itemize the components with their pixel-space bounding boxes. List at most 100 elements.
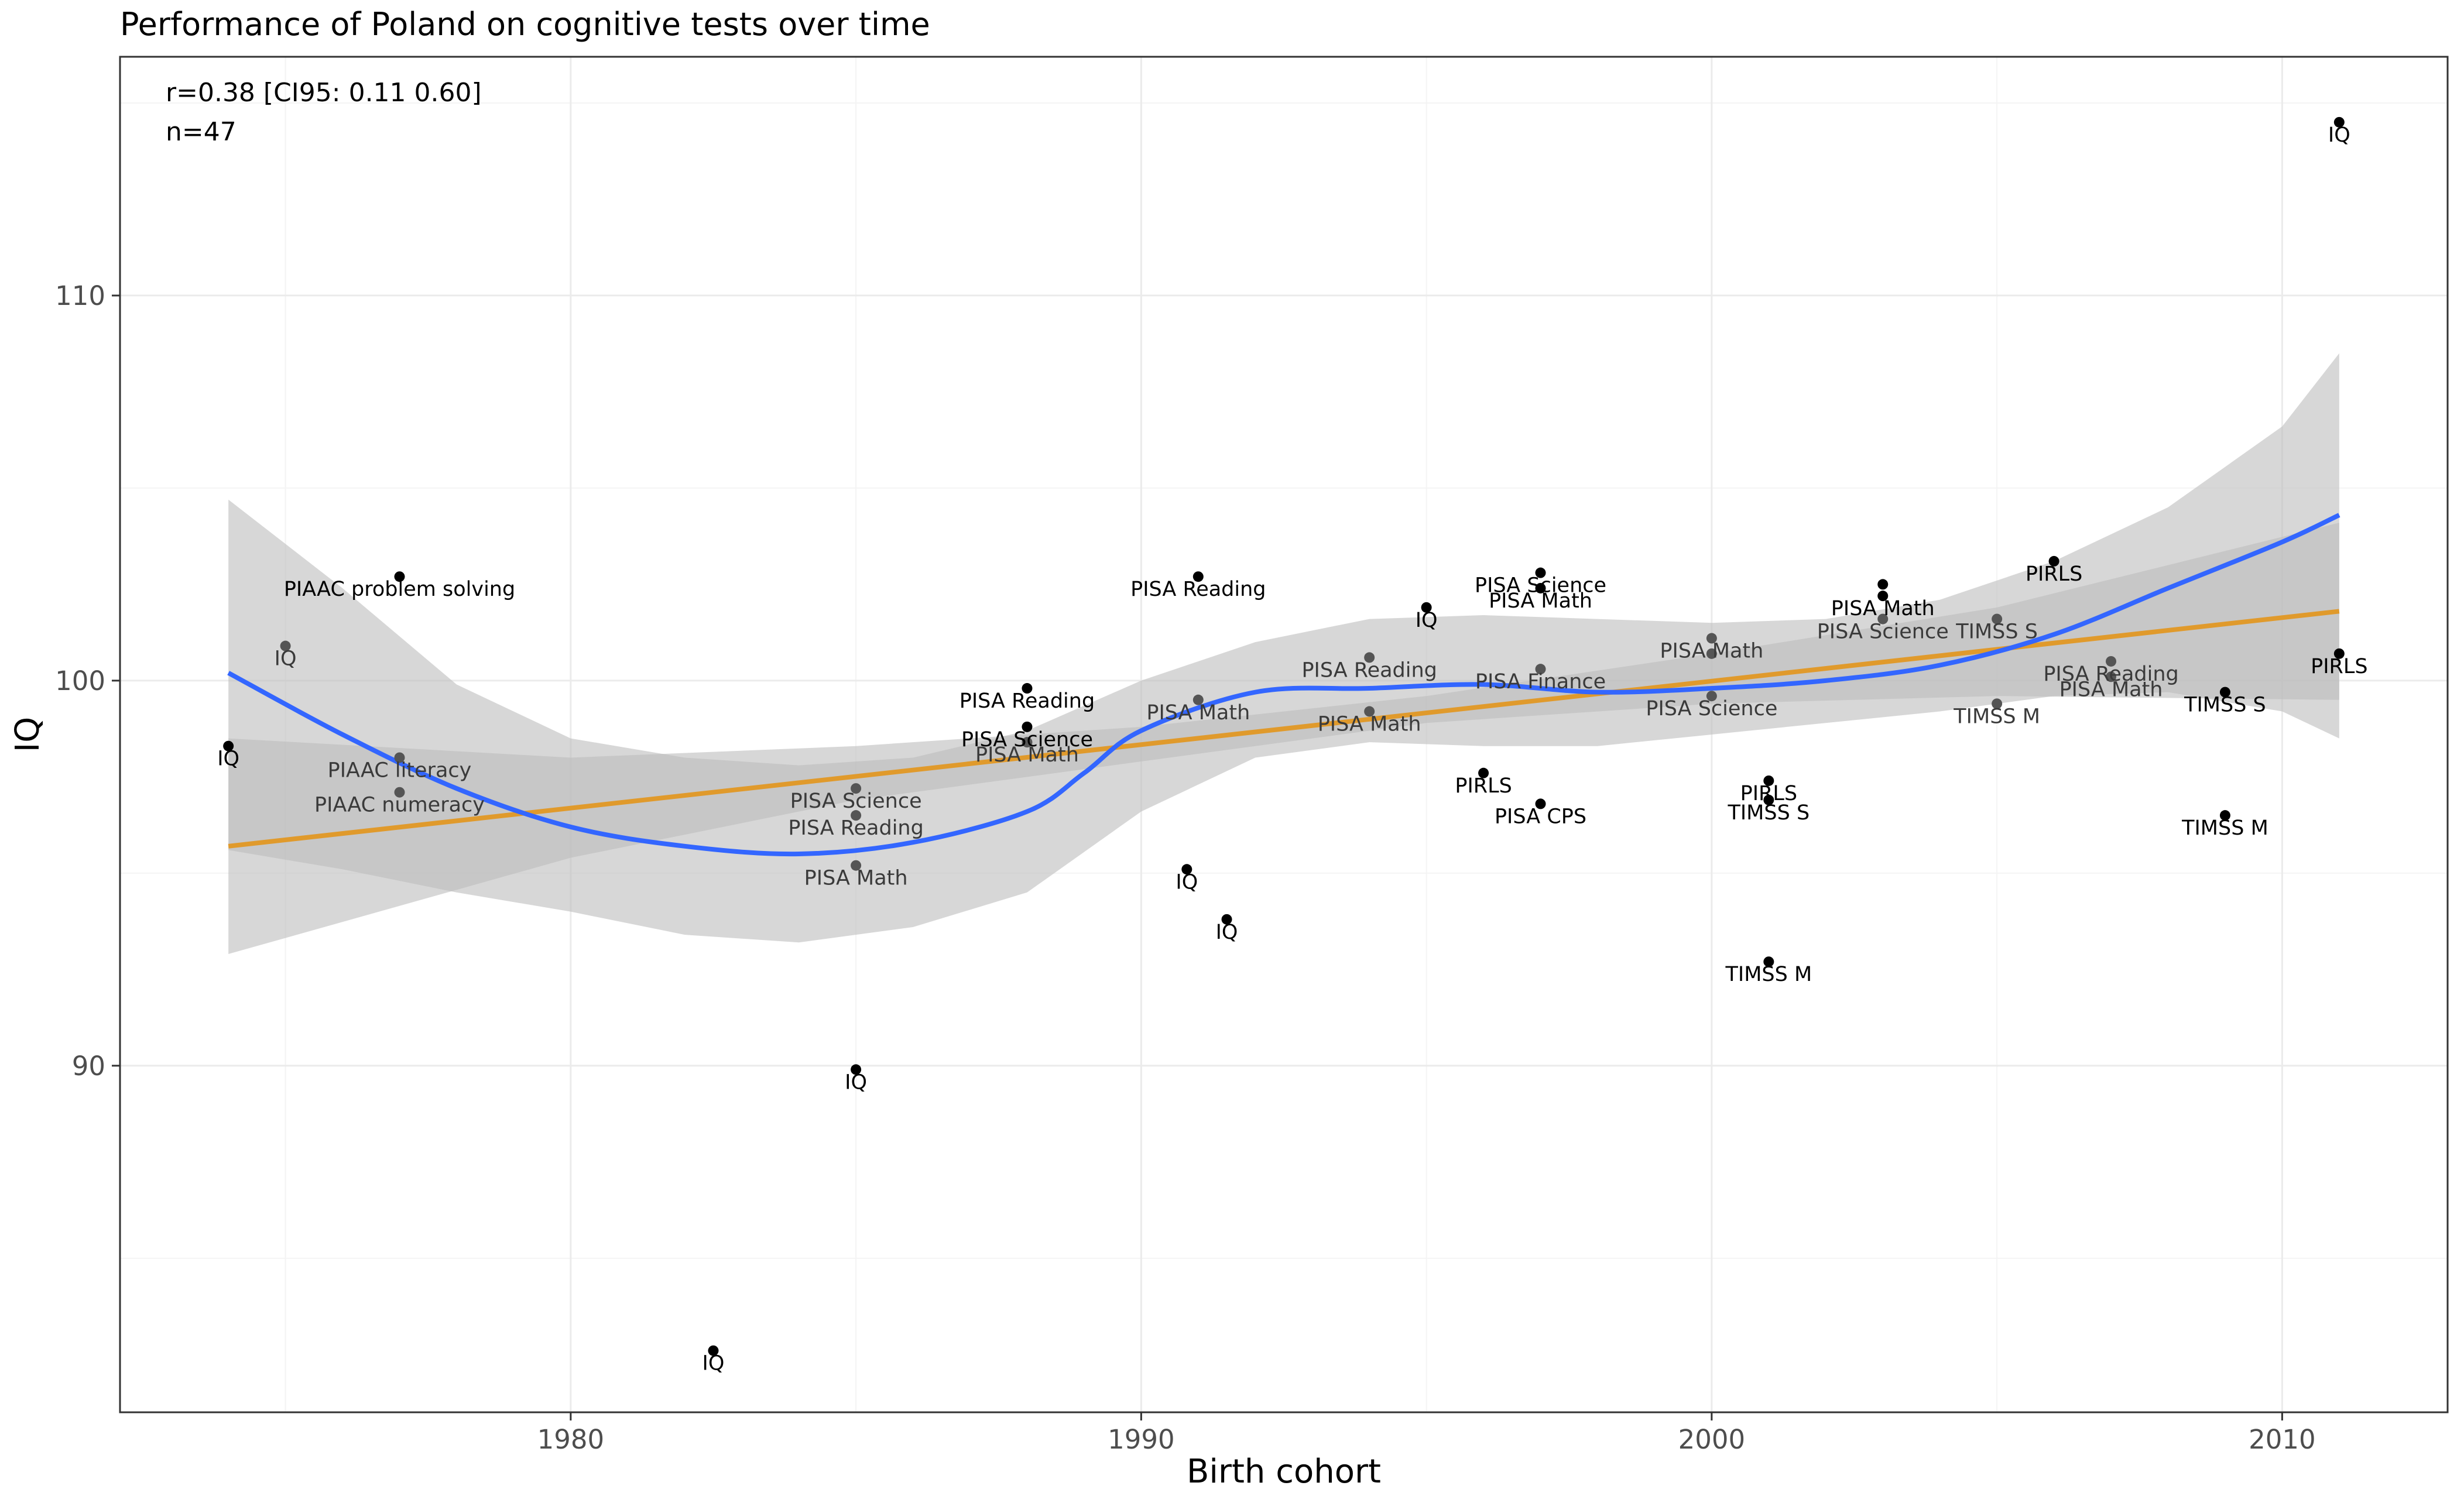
data-point — [1877, 591, 1889, 602]
data-point — [1535, 798, 1546, 809]
data-point — [1478, 767, 1489, 778]
point-label: PISA Math — [1831, 597, 1935, 620]
data-point — [1192, 571, 1204, 582]
data-point — [1992, 613, 2003, 624]
fit-lines — [227, 513, 2340, 857]
data-point — [394, 752, 405, 763]
point-label: PIRLS — [1740, 782, 1797, 805]
y-tick-label: 100 — [55, 665, 105, 696]
point-label: PIAAC numeracy — [314, 794, 485, 817]
point-label: TIMSS M — [2181, 816, 2268, 840]
point-label: IQ — [275, 647, 297, 671]
y-axis-title: IQ — [9, 717, 47, 753]
point-label: IQ — [1416, 609, 1438, 632]
data-point — [851, 860, 862, 871]
point-label: IQ — [702, 1352, 725, 1375]
data-point — [2333, 116, 2345, 128]
x-tick-label: 1990 — [1108, 1424, 1175, 1455]
x-axis-title: Birth cohort — [1187, 1453, 1381, 1491]
x-tick-label: 2000 — [1678, 1424, 1746, 1455]
point-label: TIMSS S — [1727, 801, 1810, 825]
data-point — [1706, 691, 1717, 702]
data-point — [1192, 694, 1204, 705]
point-label: PISA Science — [1475, 574, 1606, 598]
point-label: PISA Finance — [1475, 670, 1606, 694]
point-label: IQ — [845, 1070, 867, 1094]
point-label: PIRLS — [2026, 562, 2082, 586]
point-label: PISA Math — [2059, 678, 2163, 701]
data-point — [2219, 687, 2230, 698]
point-label: PISA Reading — [2043, 663, 2178, 686]
x-tick-label: 2010 — [2249, 1424, 2316, 1455]
data-point — [1763, 775, 1774, 786]
x-axis: 1980 1990 2000 2010 — [537, 1412, 2316, 1455]
data-point — [1022, 737, 1033, 748]
data-point — [1535, 582, 1546, 593]
point-label: PISA Math — [1489, 589, 1592, 613]
smooth-fit-line — [227, 513, 2340, 857]
confidence-bands — [228, 353, 2339, 955]
point-label: PISA Math — [975, 743, 1079, 767]
data-point — [2219, 810, 2230, 821]
point-label: PISA Reading — [1130, 578, 1266, 601]
linear-confidence-band — [228, 523, 2339, 955]
data-point — [394, 787, 405, 798]
point-label: IQ — [2328, 123, 2350, 147]
annotation-sample-size: n=47 — [166, 117, 237, 147]
data-point — [1421, 602, 1432, 613]
point-label: TIMSS M — [1725, 963, 1812, 986]
point-label: PISA Math — [1318, 713, 1421, 736]
point-label: TIMSS S — [1955, 620, 2038, 644]
y-tick-label: 90 — [72, 1051, 105, 1082]
chart-title: Performance of Poland on cognitive tests… — [120, 6, 930, 43]
data-point — [2048, 555, 2059, 567]
data-point — [1535, 567, 1546, 578]
point-label: PISA Science — [1646, 697, 1777, 720]
point-label: PISA Reading — [959, 689, 1095, 713]
data-point — [2333, 648, 2345, 659]
point-label: IQ — [217, 747, 239, 771]
point-label: IQ — [1176, 870, 1198, 894]
point-labels: IQ IQ PIAAC problem solving PIAAC literacy P… — [217, 123, 2367, 1375]
data-point — [1877, 613, 1889, 624]
data-point — [1706, 633, 1717, 644]
y-axis: 90 100 110 — [55, 280, 120, 1082]
data-point — [2106, 671, 2117, 682]
data-points — [223, 116, 2345, 1356]
point-label: PISA Science — [1817, 620, 1949, 644]
linear-fit-line — [228, 609, 2340, 849]
plot-frame — [119, 56, 2449, 1413]
point-label: TIMSS S — [2184, 694, 2266, 717]
data-point — [708, 1345, 719, 1356]
data-point — [851, 810, 862, 821]
data-point — [851, 1064, 862, 1075]
point-label: TIMSS M — [1953, 705, 2040, 728]
point-label: PISA Science — [790, 790, 922, 813]
data-point — [1364, 652, 1375, 663]
data-point — [1706, 648, 1717, 659]
data-point — [1022, 721, 1033, 732]
point-label: PISA Reading — [788, 816, 923, 840]
point-label: PISA Reading — [1301, 658, 1437, 682]
point-label: PIRLS — [1455, 774, 1512, 798]
annotation-correlation: r=0.38 [CI95: 0.11 0.60] — [166, 78, 482, 108]
point-label: PISA Science — [961, 728, 1093, 752]
data-point — [280, 640, 291, 651]
point-label: PIRLS — [2311, 655, 2367, 678]
data-point — [1181, 864, 1192, 875]
point-label: PISA Math — [1146, 701, 1250, 725]
data-point — [851, 783, 862, 794]
data-point — [1535, 664, 1546, 675]
x-tick-label: 1980 — [537, 1424, 605, 1455]
data-point — [394, 571, 405, 582]
data-point — [1877, 579, 1889, 590]
point-label: PISA Math — [1660, 640, 1763, 663]
point-label: PISA Math — [804, 867, 908, 890]
point-label: IQ — [1216, 921, 1238, 944]
data-point — [1763, 794, 1774, 805]
y-tick-label: 110 — [55, 280, 105, 311]
data-point — [1022, 683, 1033, 694]
data-point — [1763, 956, 1774, 967]
point-label: PISA CPS — [1495, 805, 1586, 828]
